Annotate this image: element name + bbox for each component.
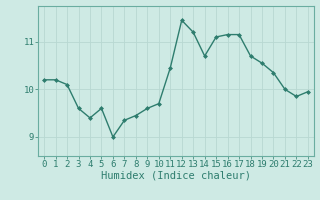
X-axis label: Humidex (Indice chaleur): Humidex (Indice chaleur) xyxy=(101,171,251,181)
